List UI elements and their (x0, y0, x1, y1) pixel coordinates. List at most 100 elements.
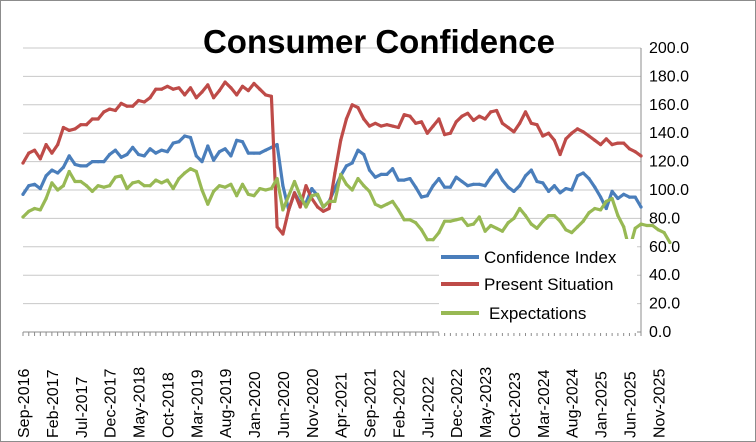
data-point (575, 174, 580, 178)
data-point (113, 108, 117, 113)
data-point (125, 152, 129, 157)
data-point (44, 174, 48, 178)
legend-label-expectations: Expectations (489, 304, 586, 323)
data-point (419, 195, 424, 199)
data-point (56, 143, 60, 147)
data-point (570, 131, 574, 135)
data-point (160, 87, 164, 91)
data-point (61, 125, 65, 130)
data-point (200, 188, 204, 192)
data-point (275, 225, 279, 229)
data-point (367, 189, 372, 193)
data-point (523, 214, 528, 218)
y-tick-label: 200.0 (649, 40, 689, 57)
data-point (506, 185, 510, 189)
data-point (431, 124, 435, 128)
data-point (367, 124, 372, 128)
data-point (27, 184, 31, 188)
data-point (119, 174, 123, 178)
data-point (396, 125, 400, 130)
data-point (281, 232, 285, 236)
data-point (212, 158, 216, 162)
data-point (84, 123, 89, 127)
data-point (419, 228, 424, 232)
data-point (651, 223, 655, 228)
data-point (56, 171, 60, 175)
series-layer (21, 80, 672, 252)
data-point (443, 185, 447, 189)
data-point (125, 187, 129, 191)
data-point (454, 218, 458, 222)
data-point (535, 179, 539, 184)
data-point (240, 84, 245, 88)
data-point (656, 228, 660, 232)
data-point (425, 238, 429, 242)
data-point (67, 128, 71, 132)
data-point (113, 148, 117, 152)
data-point (477, 215, 481, 219)
x-tick-label: Jun-2025 (622, 371, 639, 438)
data-point (246, 151, 250, 155)
data-point (512, 189, 516, 193)
data-point (281, 208, 285, 212)
data-point (33, 182, 37, 186)
x-tick-label: Nov-2025 (651, 369, 668, 438)
y-tick-label: 60.0 (649, 239, 680, 256)
data-point (471, 182, 476, 186)
y-axis-tick-labels: 0.0 20.0 40.0 60.0 80.0 100.0 120.0 140.0 160.0 1… (649, 40, 689, 341)
data-point (489, 223, 493, 228)
data-point (327, 199, 331, 203)
data-point (448, 185, 452, 189)
data-point (333, 171, 337, 175)
data-point (518, 184, 522, 188)
data-point (633, 226, 637, 230)
data-point (668, 240, 672, 245)
data-point (73, 162, 77, 166)
data-point (575, 127, 580, 131)
data-point (212, 189, 216, 193)
series-line-expectations (21, 167, 672, 252)
x-tick-label: Mar-2024 (536, 369, 553, 438)
x-tick-label: Jan-2020 (247, 371, 264, 438)
y-tick-label: 120.0 (649, 154, 689, 171)
y-tick-label: 0.0 (649, 324, 671, 341)
data-point (316, 192, 320, 196)
data-point (541, 219, 545, 223)
data-point (541, 181, 545, 185)
data-point (73, 127, 77, 131)
data-point (177, 86, 181, 90)
data-point (385, 123, 389, 127)
data-point (165, 178, 169, 182)
data-point (564, 228, 568, 232)
data-point (535, 123, 539, 127)
data-point (373, 202, 377, 206)
x-tick-label: May-2018 (132, 367, 149, 438)
data-point (402, 218, 406, 222)
data-point (61, 184, 65, 188)
data-point (154, 178, 158, 182)
x-tick-label: Dec-2017 (103, 369, 120, 438)
data-point (229, 182, 233, 186)
data-point (136, 98, 141, 103)
data-point (373, 121, 377, 125)
data-point (269, 187, 273, 191)
data-point (547, 189, 551, 193)
x-tick-label: Aug-2019 (218, 369, 235, 438)
data-point (460, 179, 464, 184)
data-point (639, 154, 643, 158)
data-point (495, 108, 499, 113)
data-point (38, 187, 42, 191)
data-point (414, 185, 418, 189)
data-point (292, 179, 297, 184)
data-point (165, 84, 169, 88)
data-point (587, 177, 591, 181)
data-point (425, 194, 429, 198)
x-tick-label: Jan-2025 (594, 371, 611, 438)
data-point (593, 185, 597, 189)
data-point (188, 135, 193, 140)
data-point (56, 188, 60, 192)
data-point (500, 121, 504, 125)
data-point (142, 100, 146, 104)
data-point (575, 225, 580, 229)
data-point (547, 131, 551, 135)
